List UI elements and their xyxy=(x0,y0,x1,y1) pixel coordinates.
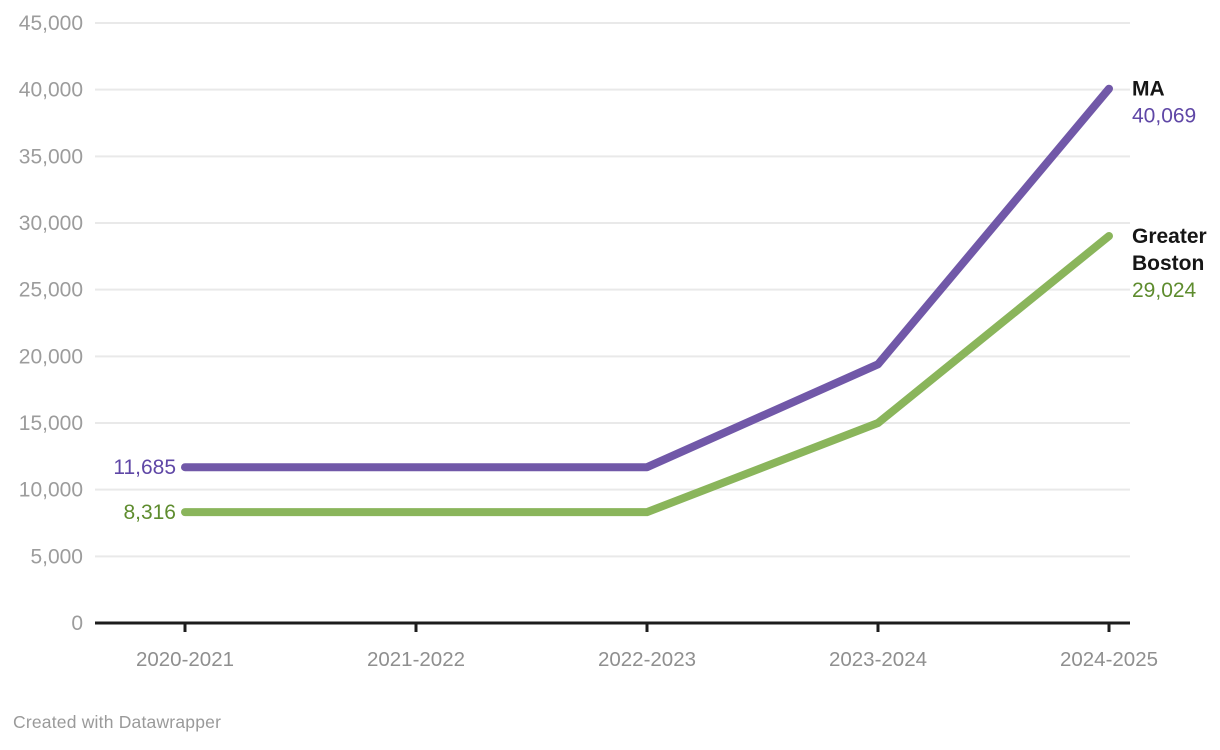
x-axis-tick-label: 2020-2021 xyxy=(136,648,234,671)
x-axis-tick-label: 2023-2024 xyxy=(829,648,927,671)
x-axis-tick-label: 2024-2025 xyxy=(1060,648,1158,671)
series-name-label-ma: MA xyxy=(1132,78,1165,101)
y-axis-tick-label: 20,000 xyxy=(19,345,83,368)
x-axis xyxy=(95,621,1130,632)
x-axis-tick-labels: 2020-2021 2021-2022 2022-2023 2023-2024 2024… xyxy=(136,648,1158,671)
y-axis-tick-labels: 0 5,000 10,000 15,000 20,000 25,000 30,000 35,0… xyxy=(19,12,83,635)
y-axis-tick-label: 45,000 xyxy=(19,12,83,35)
x-axis-tick-label: 2022-2023 xyxy=(598,648,696,671)
series-start-value-labels: 11,685 8,316 xyxy=(113,456,176,524)
series-end-value-label-ma: 40,069 xyxy=(1132,105,1196,128)
y-axis-tick-label: 5,000 xyxy=(30,545,83,568)
series-line-greater-boston xyxy=(181,232,1113,517)
y-axis-tick-label: 30,000 xyxy=(19,212,83,235)
series-lines xyxy=(181,84,1113,517)
y-axis-tick-label: 10,000 xyxy=(19,479,83,502)
datawrapper-attribution-link[interactable]: Created with Datawrapper xyxy=(13,712,222,732)
series-end-labels: MA 40,069 Greater Boston 29,024 xyxy=(1132,78,1207,302)
x-axis-tick-label: 2021-2022 xyxy=(367,648,465,671)
series-name-label-greater-boston: Greater xyxy=(1132,225,1207,248)
gridlines xyxy=(95,22,1130,558)
y-axis-tick-label: 40,000 xyxy=(19,79,83,102)
series-name-label-greater-boston: Boston xyxy=(1132,252,1204,275)
series-start-value-label-ma: 11,685 xyxy=(113,456,176,479)
y-axis-tick-label: 25,000 xyxy=(19,279,83,302)
series-end-value-label-greater-boston: 29,024 xyxy=(1132,279,1197,302)
series-start-value-label-greater-boston: 8,316 xyxy=(123,501,176,524)
y-axis-tick-label: 0 xyxy=(71,612,83,635)
y-axis-tick-label: 15,000 xyxy=(19,412,83,435)
series-line-ma xyxy=(181,84,1113,472)
y-axis-tick-label: 35,000 xyxy=(19,145,83,168)
